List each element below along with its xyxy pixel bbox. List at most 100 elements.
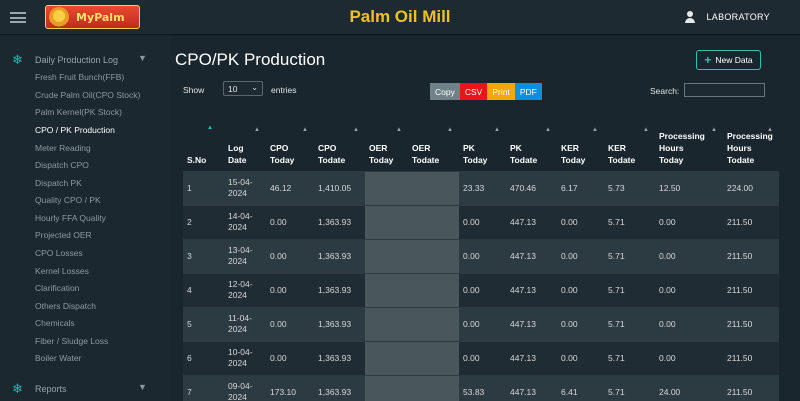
column-header-label: Today (270, 154, 295, 165)
column-header-processing-hours-today[interactable]: ▲ Processing Hours Today (655, 120, 723, 171)
top-bar: MyPalm Palm Oil Mill LABORATORY (0, 0, 800, 35)
cell-processing-hours-todate: 211.50 (723, 306, 779, 341)
column-header-cpo-todate[interactable]: ▲ CPO Todate (314, 120, 365, 171)
user-menu[interactable]: LABORATORY (684, 11, 770, 23)
column-header-label: Todate (608, 154, 636, 165)
sidebar-item-chemicals[interactable]: Chemicals (35, 318, 75, 328)
table-row[interactable]: 3 13-04- 2024 0.00 1,363.93 0.00 447.13 0.00 5.7… (183, 238, 779, 273)
sidebar-group-reports[interactable]: ❄ Reports ▼ (0, 381, 170, 398)
sidebar-item-meter-reading[interactable]: Meter Reading (35, 143, 91, 153)
sidebar-item-projected-oer[interactable]: Projected OER (35, 230, 92, 240)
sidebar-item-fiber-sludge-loss[interactable]: Fiber / Sludge Loss (35, 336, 109, 346)
cell-pk-today: 0.00 (459, 306, 506, 341)
cell-cpo-today: 0.00 (266, 272, 314, 307)
column-header-pk-todate[interactable]: ▲ PK Todate (506, 120, 557, 171)
column-header-label: PK (510, 142, 522, 153)
column-header-oer-today[interactable]: ▲ OER Today (365, 120, 408, 171)
table-row[interactable]: 7 09-04- 2024 173.10 1,363.93 53.83 447.13 6.41… (183, 374, 779, 401)
cell-ker-today: 0.00 (557, 272, 604, 307)
cell-cpo-today: 0.00 (266, 238, 314, 273)
cell-pk-todate: 447.13 (506, 306, 557, 341)
column-header-label: Todate (318, 154, 346, 165)
entries-select[interactable]: 10 ⌄ (223, 81, 263, 96)
sidebar-item-cpo-stock[interactable]: Crude Palm Oil(CPO Stock) (35, 90, 141, 100)
pdf-button[interactable]: PDF (514, 83, 542, 100)
cell-pk-todate: 447.13 (506, 272, 557, 307)
column-header-label: Log (228, 142, 244, 153)
sidebar-item-cpo-pk-production[interactable]: CPO / PK Production (35, 125, 115, 135)
column-header-label: KER (608, 142, 626, 153)
column-header-processing-hours-todate[interactable]: ▲ Processing Hours Todate (723, 120, 779, 171)
column-header-cpo-today[interactable]: ▲ CPO Today (266, 120, 314, 171)
column-header-label: Todate (412, 154, 440, 165)
entries-label: entries (271, 85, 297, 95)
cell-processing-hours-todate: 211.50 (723, 272, 779, 307)
sort-icon: ▲ (494, 127, 500, 133)
cell-processing-hours-today: 0.00 (655, 204, 723, 239)
cell-ker-today: 6.17 (557, 170, 604, 205)
cell-pk-today: 53.83 (459, 374, 506, 401)
cell-log-date: 14-04- 2024 (224, 204, 266, 239)
table-row[interactable]: 2 14-04- 2024 0.00 1,363.93 0.00 447.13 0.00 5.7… (183, 204, 779, 239)
table-row[interactable]: 4 12-04- 2024 0.00 1,363.93 0.00 447.13 0.00 5.7… (183, 272, 779, 307)
column-header-label: Hours (727, 142, 752, 153)
sidebar-item-dispatch-cpo[interactable]: Dispatch CPO (35, 160, 89, 170)
cell-oer-today (365, 374, 408, 401)
cell-processing-hours-today: 0.00 (655, 272, 723, 307)
new-data-button[interactable]: + New Data (696, 50, 761, 70)
cell-processing-hours-todate: 211.50 (723, 238, 779, 273)
sidebar-item-cpo-losses[interactable]: CPO Losses (35, 248, 83, 258)
print-button[interactable]: Print (487, 83, 515, 100)
column-header-log-date[interactable]: ▲ Log Date (224, 120, 266, 171)
cell-s-no: 7 (183, 374, 224, 401)
column-header-ker-todate[interactable]: ▲ KER Todate (604, 120, 655, 171)
table-header-row: ▲ S.No ▲ Log Date ▲ CPO Today ▲ CPO Todate ▲ OER Toda… (183, 120, 779, 171)
cell-cpo-todate: 1,363.93 (314, 272, 365, 307)
column-header-label: PK (463, 142, 475, 153)
sidebar-item-ffb[interactable]: Fresh Fruit Bunch(FFB) (35, 72, 125, 82)
sidebar-item-kernel-losses[interactable]: Kernel Losses (35, 266, 89, 276)
cell-processing-hours-todate: 211.50 (723, 374, 779, 401)
sort-icon: ▲ (767, 127, 773, 133)
page-title: CPO/PK Production (175, 50, 326, 69)
app-logo[interactable]: MyPalm (45, 5, 140, 29)
cell-cpo-todate: 1,363.93 (314, 204, 365, 239)
cell-log-date: 09-04- 2024 (224, 374, 266, 401)
column-header-ker-today[interactable]: ▲ KER Today (557, 120, 604, 171)
column-header-label: Today (659, 154, 684, 165)
cell-processing-hours-todate: 224.00 (723, 170, 779, 205)
sidebar-item-boiler-water[interactable]: Boiler Water (35, 353, 82, 363)
cell-cpo-today: 46.12 (266, 170, 314, 205)
sidebar-item-pk-stock[interactable]: Palm Kernel(PK Stock) (35, 107, 122, 117)
cell-processing-hours-today: 0.00 (655, 238, 723, 273)
column-header-oer-todate[interactable]: ▲ OER Todate (408, 120, 459, 171)
cell-processing-hours-today: 0.00 (655, 306, 723, 341)
search-input[interactable] (684, 83, 765, 97)
cell-pk-todate: 447.13 (506, 204, 557, 239)
sidebar-item-others-dispatch[interactable]: Others Dispatch (35, 301, 96, 311)
entries-control: Show 10 ⌄ entries (183, 81, 297, 96)
table-row[interactable]: 5 11-04- 2024 0.00 1,363.93 0.00 447.13 0.00 5.7… (183, 306, 779, 341)
cell-ker-today: 0.00 (557, 340, 604, 375)
column-header-s-no[interactable]: ▲ S.No (183, 120, 224, 171)
table-row[interactable]: 1 15-04- 2024 46.12 1,410.05 23.33 470.46 6.17 5… (183, 170, 779, 205)
export-buttons: Copy CSV Print PDF (430, 83, 542, 100)
column-header-label: Today (561, 154, 586, 165)
csv-button[interactable]: CSV (459, 83, 488, 100)
cell-processing-hours-today: 12.50 (655, 170, 723, 205)
cell-pk-today: 0.00 (459, 340, 506, 375)
column-header-pk-today[interactable]: ▲ PK Today (459, 120, 506, 171)
sidebar-item-clarification[interactable]: Clarification (35, 283, 80, 293)
cell-ker-todate: 5.71 (604, 374, 655, 401)
sidebar-item-hourly-ffa-quality[interactable]: Hourly FFA Quality (35, 213, 106, 223)
sidebar-item-quality-cpo-pk[interactable]: Quality CPO / PK (35, 195, 101, 205)
logo-text: MyPalm (76, 11, 125, 24)
hamburger-menu-icon[interactable] (10, 12, 26, 23)
copy-button[interactable]: Copy (430, 83, 460, 100)
sidebar-item-dispatch-pk[interactable]: Dispatch PK (35, 178, 82, 188)
cell-oer-today (365, 306, 408, 341)
cell-ker-todate: 5.71 (604, 238, 655, 273)
sidebar-group-daily-production-log[interactable]: ❄ Daily Production Log ▼ (0, 52, 170, 69)
cell-cpo-today: 173.10 (266, 374, 314, 401)
table-row[interactable]: 6 10-04- 2024 0.00 1,363.93 0.00 447.13 0.00 5.7… (183, 340, 779, 375)
